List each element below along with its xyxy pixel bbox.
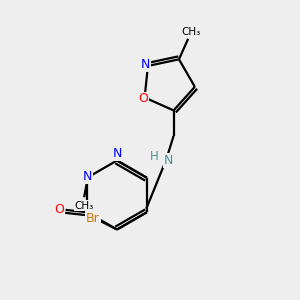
Text: N: N — [112, 147, 122, 161]
Text: Br: Br — [86, 212, 100, 225]
Text: O: O — [138, 92, 148, 106]
Text: N: N — [141, 58, 150, 71]
Text: H: H — [150, 150, 159, 163]
Text: CH₃: CH₃ — [74, 201, 94, 211]
Text: O: O — [54, 203, 64, 216]
Text: N: N — [164, 154, 173, 167]
Text: CH₃: CH₃ — [182, 27, 201, 37]
Text: N: N — [82, 170, 92, 183]
